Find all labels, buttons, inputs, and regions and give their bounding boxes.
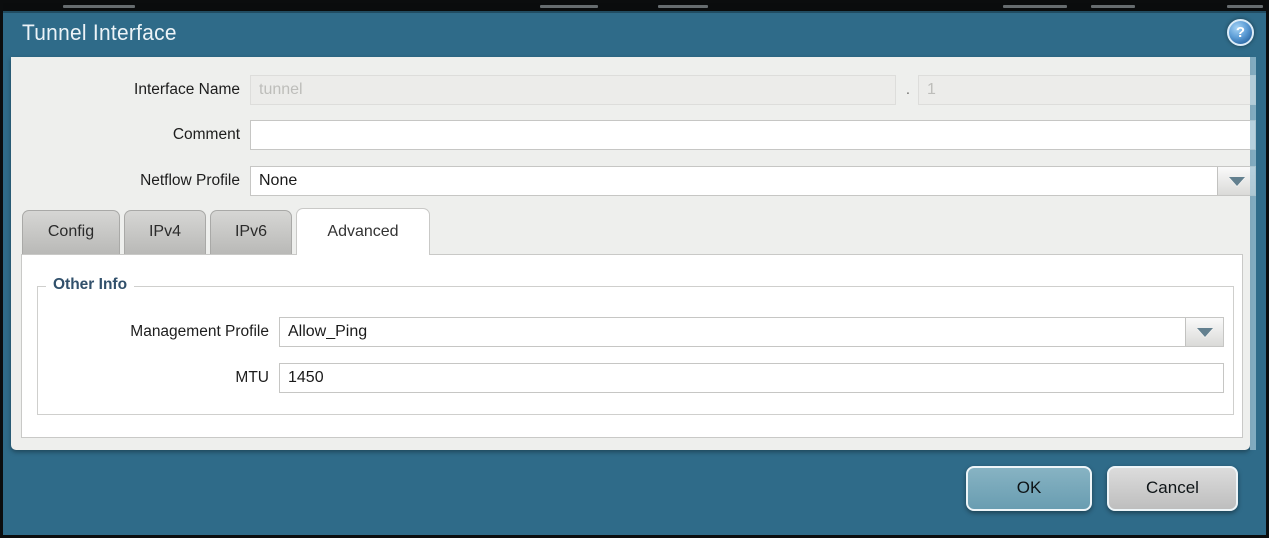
background-artifact bbox=[540, 5, 598, 8]
background-artifact bbox=[658, 5, 708, 8]
other-info-fieldset: Other Info Management Profile Allow_Ping… bbox=[37, 276, 1234, 415]
interface-name-input bbox=[250, 75, 896, 105]
interface-unit-separator: . bbox=[905, 81, 911, 98]
interface-unit-input bbox=[918, 75, 1256, 105]
cancel-button[interactable]: Cancel bbox=[1107, 466, 1238, 511]
mtu-input[interactable] bbox=[279, 363, 1224, 393]
dialog-title: Tunnel Interface bbox=[22, 20, 177, 45]
tab-ipv6[interactable]: IPv6 bbox=[210, 210, 292, 254]
background-page-strip bbox=[3, 3, 1266, 11]
background-artifact bbox=[1227, 5, 1263, 8]
netflow-profile-dropdown-button[interactable] bbox=[1217, 167, 1255, 195]
background-artifact bbox=[1091, 5, 1135, 8]
management-profile-value: Allow_Ping bbox=[288, 323, 368, 340]
background-artifact bbox=[1003, 5, 1067, 8]
management-profile-select[interactable]: Allow_Ping bbox=[279, 317, 1224, 347]
other-info-legend: Other Info bbox=[46, 276, 135, 294]
dialog-body: Interface Name . Comment Netflow Profile… bbox=[11, 57, 1256, 450]
tab-ipv4[interactable]: IPv4 bbox=[124, 210, 206, 254]
netflow-profile-label: Netflow Profile bbox=[140, 172, 240, 189]
chevron-down-icon bbox=[1196, 327, 1213, 337]
netflow-profile-value: None bbox=[259, 172, 298, 189]
chevron-down-icon bbox=[1228, 176, 1245, 186]
comment-label: Comment bbox=[172, 126, 240, 143]
titlebar-divider bbox=[3, 11, 1266, 13]
interface-name-label: Interface Name bbox=[134, 81, 240, 98]
comment-input[interactable] bbox=[250, 120, 1256, 150]
management-profile-label: Management Profile bbox=[130, 323, 269, 340]
dialog-edge-highlight bbox=[1250, 57, 1256, 450]
ok-button[interactable]: OK bbox=[966, 466, 1092, 511]
netflow-profile-select[interactable]: None bbox=[250, 166, 1256, 196]
help-icon[interactable]: ? bbox=[1227, 19, 1254, 46]
tab-config[interactable]: Config bbox=[22, 210, 120, 254]
background-artifact bbox=[63, 5, 135, 8]
mtu-label: MTU bbox=[235, 369, 269, 386]
tab-advanced[interactable]: Advanced bbox=[296, 208, 430, 255]
management-profile-dropdown-button[interactable] bbox=[1185, 318, 1223, 346]
advanced-tab-panel: Other Info Management Profile Allow_Ping… bbox=[21, 254, 1243, 438]
